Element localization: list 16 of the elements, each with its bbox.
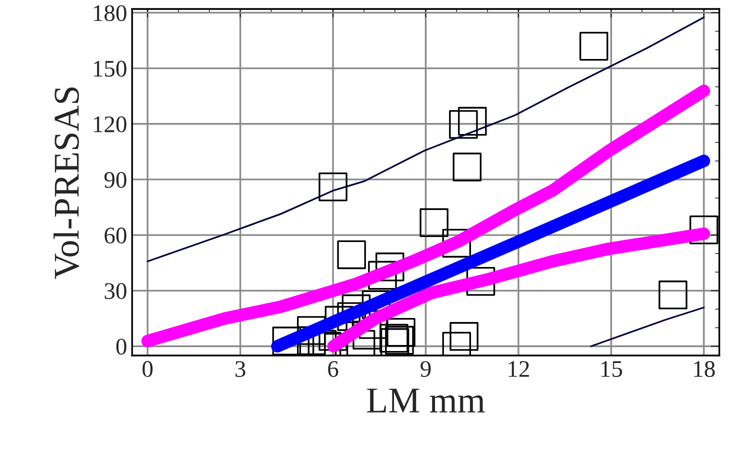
x-tick-label: 18 [694, 361, 715, 377]
y-tick-label: 60 [104, 228, 126, 244]
y-tick-label: 0 [116, 338, 126, 355]
y-tick-label: 30 [104, 283, 126, 300]
x-tick-label: 6 [328, 361, 338, 377]
x-axis-title: LM mm [367, 388, 485, 412]
y-tick-label: 90 [104, 172, 126, 188]
x-tick-label: 3 [236, 361, 246, 377]
x-tick-label: 0 [142, 361, 153, 377]
y-axis-title: Vol-PRESAS [54, 87, 80, 279]
y-tick-label: 120 [94, 116, 126, 132]
x-tick-label: 12 [508, 361, 529, 377]
x-tick-label: 15 [601, 361, 622, 377]
y-tick-label: 150 [94, 60, 126, 77]
x-tick-label: 9 [420, 361, 431, 377]
y-tick-label: 180 [94, 5, 126, 22]
